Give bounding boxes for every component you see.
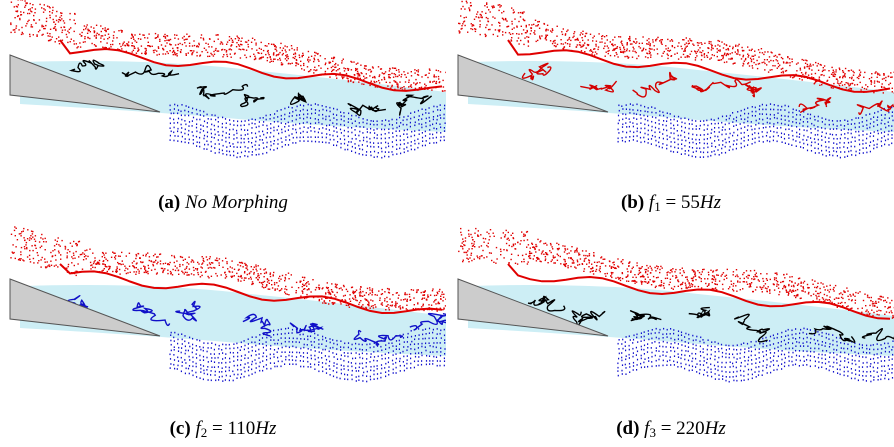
- caption-var: f: [195, 418, 201, 439]
- caption-c: (c) f2 = 110Hz: [0, 418, 446, 441]
- caption-value: 55: [680, 192, 700, 213]
- caption-tag: (a): [158, 192, 181, 213]
- shear-layer: [507, 263, 891, 320]
- caption-eq: =: [660, 192, 681, 213]
- vortex-structures: [67, 295, 446, 346]
- caption-value: 220: [676, 418, 705, 439]
- caption-unit: Hz: [704, 418, 726, 439]
- panel-d: (d) f3 = 220Hz: [448, 224, 894, 447]
- panel-c: (c) f2 = 110Hz: [0, 224, 446, 447]
- caption-var: f: [644, 418, 650, 439]
- caption-subscript: 1: [654, 199, 661, 214]
- shear-layer: [507, 39, 891, 93]
- vortex-structures: [521, 62, 894, 115]
- caption-unit: Hz: [255, 418, 277, 439]
- panel-a: (a) No Morphing: [0, 0, 446, 223]
- wake-region: [20, 61, 446, 132]
- caption-a: (a) No Morphing: [0, 192, 446, 214]
- caption-tag: (b): [620, 192, 645, 213]
- lower-particles: [617, 327, 894, 383]
- caption-tag: (d): [616, 418, 640, 439]
- flow-visualization-c: [9, 226, 446, 383]
- vortex-structures: [68, 59, 433, 116]
- caption-value: 110: [227, 418, 256, 439]
- caption-d: (d) f3 = 220Hz: [448, 418, 894, 441]
- caption-unit: Hz: [699, 192, 722, 213]
- caption-text: No Morphing: [184, 192, 288, 213]
- caption-tag: (c): [169, 418, 191, 439]
- caption-subscript: 3: [649, 425, 656, 440]
- shear-layer: [59, 263, 443, 315]
- airfoil: [457, 278, 609, 337]
- wake-region: [468, 285, 894, 356]
- shear-layer: [59, 39, 443, 92]
- wake-region: [468, 61, 894, 132]
- upper-particles: [10, 0, 446, 92]
- caption-subscript: 2: [200, 425, 208, 440]
- caption-b: (b) f1 = 55Hz: [448, 192, 894, 215]
- upper-particles: [10, 226, 446, 312]
- flow-visualization-a: [9, 0, 446, 159]
- caption-eq: =: [655, 418, 677, 439]
- lower-particles: [617, 103, 894, 159]
- panel-b: (b) f1 = 55Hz: [448, 0, 894, 223]
- lower-particles: [169, 103, 446, 159]
- vortex-structures: [527, 295, 894, 343]
- flow-visualization-b: [457, 0, 894, 159]
- airfoil: [9, 278, 161, 337]
- caption-eq: =: [207, 418, 228, 439]
- airfoil: [457, 54, 609, 113]
- upper-particles: [458, 227, 894, 320]
- caption-var: f: [648, 192, 655, 213]
- wake-region: [20, 285, 446, 356]
- upper-particles: [458, 0, 894, 94]
- flow-visualization-d: [457, 227, 894, 383]
- lower-particles: [169, 327, 446, 383]
- airfoil: [9, 54, 161, 113]
